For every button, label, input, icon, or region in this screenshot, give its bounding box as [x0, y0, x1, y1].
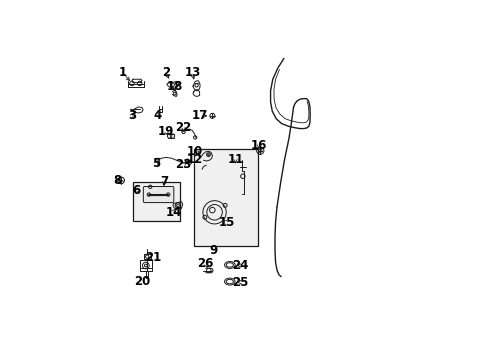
Text: 21: 21	[144, 251, 161, 264]
Text: 14: 14	[165, 206, 182, 219]
Text: 25: 25	[231, 276, 248, 289]
Text: 23: 23	[175, 158, 191, 171]
Text: 24: 24	[231, 259, 248, 272]
Text: 2: 2	[162, 66, 170, 79]
Text: 6: 6	[132, 184, 140, 197]
Text: 9: 9	[209, 244, 217, 257]
Text: 1: 1	[118, 66, 126, 79]
Text: 18: 18	[167, 80, 183, 93]
Text: 4: 4	[153, 109, 162, 122]
Text: 15: 15	[219, 216, 235, 229]
Text: 13: 13	[184, 66, 200, 79]
Text: 11: 11	[227, 153, 243, 166]
Text: 12: 12	[187, 153, 203, 166]
Text: 8: 8	[113, 174, 121, 187]
Text: 22: 22	[175, 121, 191, 134]
Bar	[193, 149, 257, 246]
Text: 26: 26	[197, 257, 213, 270]
Text: 19: 19	[158, 125, 174, 138]
Text: 3: 3	[128, 109, 136, 122]
Text: 16: 16	[250, 139, 266, 152]
Bar	[143, 254, 150, 260]
Text: 20: 20	[134, 275, 150, 288]
FancyBboxPatch shape	[143, 186, 173, 203]
Bar	[140, 260, 152, 271]
Text: 7: 7	[160, 175, 168, 188]
Text: 5: 5	[151, 157, 160, 170]
Text: 10: 10	[187, 145, 203, 158]
Text: 17: 17	[192, 109, 208, 122]
Bar	[133, 182, 180, 221]
